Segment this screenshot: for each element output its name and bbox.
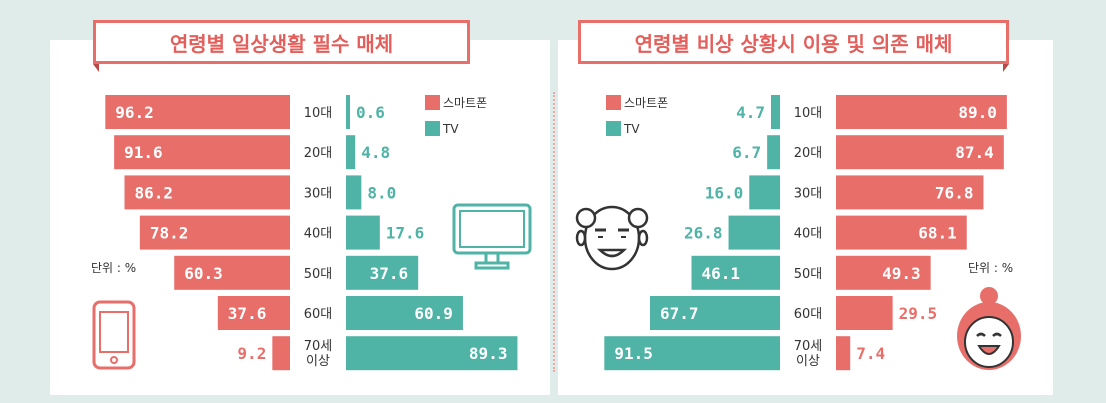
bar-smartphone bbox=[836, 255, 931, 290]
bar-smartphone bbox=[114, 135, 291, 170]
bar-tv bbox=[346, 175, 362, 210]
value-label: 91.6 bbox=[124, 143, 163, 162]
legend-label-smartphone: 스마트폰 bbox=[443, 96, 488, 110]
value-label: 60.9 bbox=[414, 304, 453, 323]
left-legend-tv: TV bbox=[425, 121, 459, 136]
right-unit-label: 단위 : % bbox=[968, 261, 1014, 275]
bar-smartphone bbox=[174, 255, 290, 290]
legend-label-tv: TV bbox=[443, 121, 459, 136]
bar-tv bbox=[604, 336, 780, 371]
category-label: 60대 bbox=[304, 307, 333, 322]
category-label: 50대 bbox=[794, 267, 823, 282]
smartphone-icon bbox=[92, 300, 136, 370]
bar-tv bbox=[728, 215, 780, 250]
value-label: 7.4 bbox=[856, 344, 885, 363]
legend-swatch-smartphone bbox=[425, 95, 440, 110]
category-label: 50대 bbox=[304, 267, 333, 282]
legend-label-tv-right: TV bbox=[624, 121, 640, 136]
bar-smartphone bbox=[139, 215, 290, 250]
value-label: 4.8 bbox=[361, 143, 390, 162]
bar-tv bbox=[346, 135, 356, 170]
category-label: 30대 bbox=[304, 186, 333, 201]
bar-smartphone bbox=[836, 296, 893, 330]
value-label: 49.3 bbox=[882, 264, 921, 283]
bar-tv bbox=[346, 296, 463, 330]
category-label: 20대 bbox=[794, 146, 823, 161]
value-label: 29.5 bbox=[899, 304, 938, 323]
bar-smartphone bbox=[124, 175, 290, 210]
category-label-line: 이상 bbox=[306, 354, 330, 369]
value-label: 89.0 bbox=[958, 103, 997, 122]
value-label: 67.7 bbox=[660, 304, 699, 323]
left-title-fold bbox=[93, 64, 99, 72]
bar-tv bbox=[691, 255, 780, 290]
bar-smartphone bbox=[836, 175, 984, 210]
bar-smartphone bbox=[105, 95, 291, 129]
value-label: 76.8 bbox=[935, 183, 974, 202]
bar-smartphone bbox=[272, 336, 290, 371]
legend-label-smartphone-right: 스마트폰 bbox=[624, 96, 669, 110]
value-label: 78.2 bbox=[150, 224, 189, 243]
legend-swatch-tv bbox=[425, 121, 440, 136]
left-legend-smartphone: 스마트폰 bbox=[425, 94, 487, 111]
value-label: 46.1 bbox=[701, 264, 740, 283]
category-label-line: 70세 bbox=[794, 339, 823, 354]
value-label: 86.2 bbox=[134, 183, 173, 202]
right-chart-title: 연령별 비상 상황시 이용 및 의존 매체 bbox=[578, 20, 1009, 64]
category-label-line: 70세 bbox=[304, 339, 333, 354]
bar-tv bbox=[346, 215, 380, 250]
left-chart-title: 연령별 일상생활 필수 매체 bbox=[93, 20, 470, 64]
value-label: 89.3 bbox=[469, 344, 508, 363]
bar-smartphone bbox=[836, 215, 967, 250]
category-label: 20대 bbox=[304, 146, 333, 161]
bar-smartphone bbox=[836, 135, 1004, 170]
elderly-man-face-icon bbox=[575, 205, 649, 271]
category-label-line: 이상 bbox=[796, 354, 820, 369]
value-label: 68.1 bbox=[918, 224, 957, 243]
bar-smartphone bbox=[217, 296, 290, 330]
category-label: 40대 bbox=[304, 227, 333, 242]
bar-tv bbox=[346, 95, 350, 129]
bar-tv bbox=[346, 255, 419, 290]
value-label: 0.6 bbox=[356, 103, 385, 122]
value-label: 6.7 bbox=[732, 143, 761, 162]
category-label: 10대 bbox=[794, 106, 823, 121]
tv-monitor-icon bbox=[452, 203, 532, 270]
category-label: 10대 bbox=[304, 106, 333, 121]
panel-divider bbox=[553, 92, 555, 372]
left-unit-label: 단위 : % bbox=[91, 261, 137, 275]
category-label: 60대 bbox=[794, 307, 823, 322]
right-title-fold bbox=[1003, 64, 1009, 72]
value-label: 96.2 bbox=[115, 103, 154, 122]
value-label: 8.0 bbox=[367, 183, 396, 202]
category-label: 70세 이상 bbox=[794, 339, 823, 369]
value-label: 60.3 bbox=[184, 264, 223, 283]
value-label: 87.4 bbox=[955, 143, 994, 162]
value-label: 37.6 bbox=[228, 304, 267, 323]
value-label: 9.2 bbox=[237, 344, 266, 363]
value-label: 4.7 bbox=[736, 103, 765, 122]
bar-tv bbox=[749, 175, 780, 210]
value-label: 26.8 bbox=[684, 224, 723, 243]
category-label: 70세 이상 bbox=[304, 339, 333, 369]
value-label: 16.0 bbox=[705, 183, 744, 202]
value-label: 17.6 bbox=[386, 224, 425, 243]
category-label: 40대 bbox=[794, 227, 823, 242]
legend-swatch-smartphone-right bbox=[606, 95, 621, 110]
elderly-woman-face-icon bbox=[957, 287, 1021, 370]
legend-swatch-tv-right bbox=[606, 121, 621, 136]
bar-tv bbox=[770, 95, 780, 129]
bar-smartphone bbox=[836, 95, 1007, 129]
bar-tv bbox=[767, 135, 780, 170]
bar-tv bbox=[650, 296, 780, 330]
category-label: 30대 bbox=[794, 186, 823, 201]
right-legend-tv: TV bbox=[606, 121, 640, 136]
bar-tv bbox=[346, 336, 518, 371]
right-legend-smartphone: 스마트폰 bbox=[606, 94, 668, 111]
bar-smartphone bbox=[836, 336, 851, 371]
value-label: 91.5 bbox=[614, 344, 653, 363]
value-label: 37.6 bbox=[370, 264, 409, 283]
